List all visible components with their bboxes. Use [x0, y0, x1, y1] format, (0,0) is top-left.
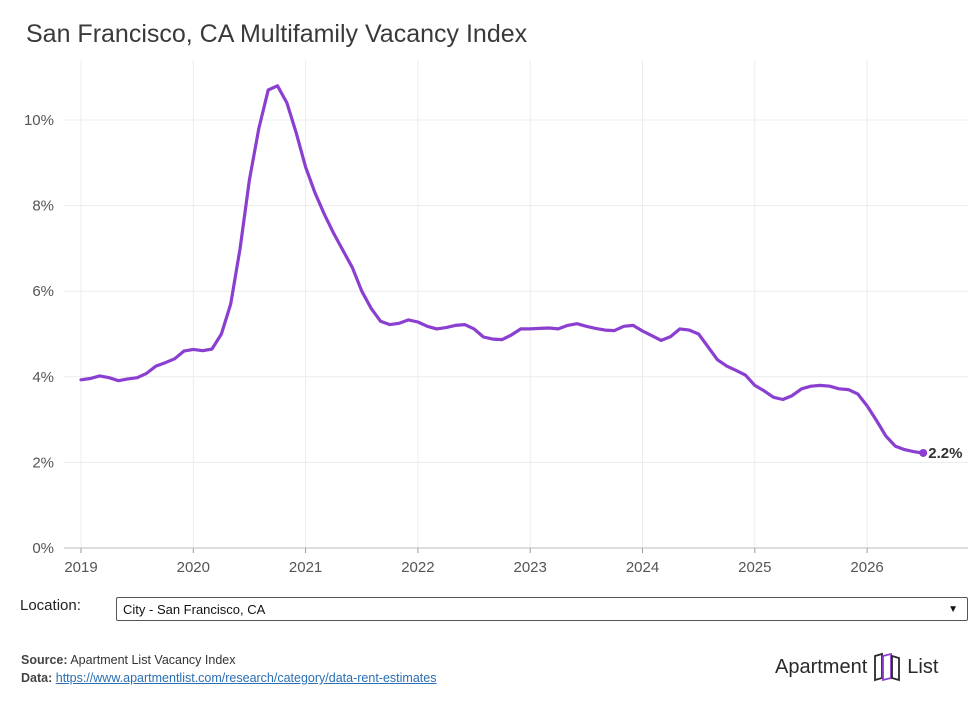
- y-tick-label: 0%: [32, 540, 54, 557]
- x-tick-label: 2026: [850, 559, 883, 576]
- logo-text-right: List: [907, 655, 939, 678]
- location-select[interactable]: City - San Francisco, CA ▼: [116, 597, 968, 621]
- y-tick-label: 8%: [32, 198, 54, 215]
- data-label: Data:: [21, 671, 53, 685]
- x-tick-label: 2021: [289, 559, 322, 576]
- logo-text-left: Apartment: [775, 655, 868, 678]
- source-text: Apartment List Vacancy Index: [70, 653, 236, 667]
- x-tick-label: 2023: [514, 559, 547, 576]
- x-tick-label: 2022: [401, 559, 434, 576]
- x-tick-label: 2020: [177, 559, 210, 576]
- apartment-list-logo: Apartment List: [775, 652, 938, 682]
- chart-footer: Source: Apartment List Vacancy Index Dat…: [21, 651, 436, 687]
- y-tick-label: 6%: [32, 283, 54, 300]
- x-tick-label: 2019: [64, 559, 97, 576]
- data-link[interactable]: https://www.apartmentlist.com/research/c…: [55, 671, 437, 685]
- source-line: Source: Apartment List Vacancy Index: [21, 651, 436, 669]
- x-tick-label: 2024: [626, 559, 659, 576]
- vacancy-series-line: [79, 84, 925, 455]
- y-tick-label: 10%: [24, 112, 54, 129]
- y-tick-label: 2%: [32, 454, 54, 471]
- end-value-label: 2.2%: [928, 445, 962, 462]
- location-label: Location:: [20, 597, 81, 614]
- data-line: Data: https://www.apartmentlist.com/rese…: [21, 669, 436, 687]
- source-label: Source:: [21, 653, 68, 667]
- x-tick-label: 2025: [738, 559, 771, 576]
- y-tick-label: 4%: [32, 369, 54, 386]
- end-point-marker: [919, 448, 928, 457]
- chevron-down-icon[interactable]: ▼: [948, 603, 958, 615]
- vacancy-line-chart: 0% 2% 4% 6% 8% 10% 2019 2020 2021 2022 2023 2024 202…: [24, 60, 968, 576]
- page-title: San Francisco, CA Multifamily Vacancy In…: [26, 20, 528, 48]
- location-select-value: City - San Francisco, CA: [123, 601, 266, 617]
- apartment-list-logo-icon: [874, 652, 901, 682]
